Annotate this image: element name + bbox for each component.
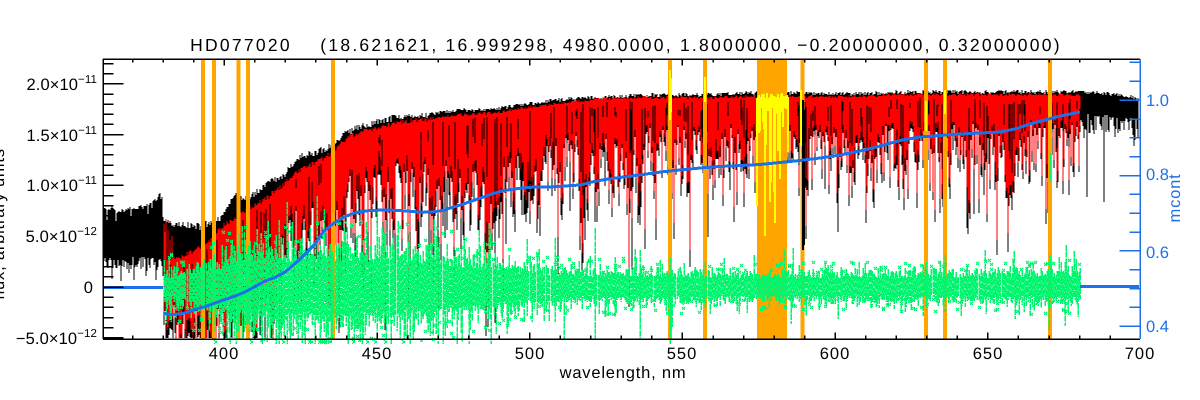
svg-text:700: 700 (1125, 345, 1156, 363)
svg-text:wavelength, nm: wavelength, nm (559, 364, 687, 382)
svg-text:400: 400 (209, 345, 240, 363)
svg-text:0.6: 0.6 (1146, 244, 1169, 262)
svg-text:550: 550 (667, 345, 698, 363)
svg-text:−5.0×10−12: −5.0×10−12 (16, 328, 97, 348)
svg-text:HD077020 (18.621621, 16.999: HD077020 (18.621621, 16.999298, 4980.000… (190, 35, 1062, 55)
svg-text:450: 450 (362, 345, 393, 363)
svg-text:mcont: mcont (1166, 174, 1184, 223)
svg-text:1.0: 1.0 (1146, 92, 1169, 110)
svg-text:500: 500 (515, 345, 546, 363)
svg-text:flux, arbitrary units: flux, arbitrary units (0, 148, 8, 300)
svg-text:0.8: 0.8 (1146, 166, 1169, 184)
svg-text:0.4: 0.4 (1146, 318, 1169, 336)
svg-text:650: 650 (973, 345, 1004, 363)
svg-text:0: 0 (84, 279, 93, 297)
svg-text:600: 600 (820, 345, 851, 363)
